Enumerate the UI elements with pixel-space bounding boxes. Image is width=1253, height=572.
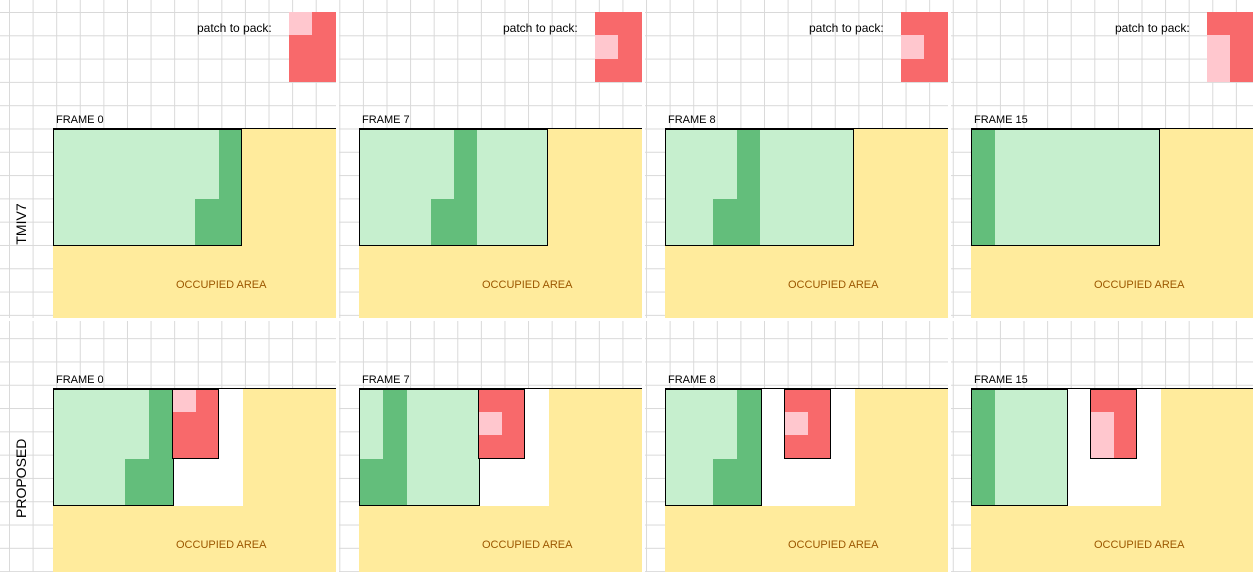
packed-patch-pink xyxy=(1091,412,1114,458)
frame-top-border xyxy=(971,128,1253,129)
frame-label-proposed: FRAME 8 xyxy=(668,374,716,386)
panel-frame-8: patch to pack: FRAME 8 OCCUPIED AREA FRA… xyxy=(643,0,949,572)
patch-to-pack-pink xyxy=(595,35,618,59)
frame-label-tmiv7: FRAME 15 xyxy=(974,114,1028,126)
frame-top-border xyxy=(359,388,643,389)
patch-dark-green-step xyxy=(125,459,149,505)
frame-top-border xyxy=(53,128,337,129)
occupied-area-label: OCCUPIED AREA xyxy=(176,279,267,291)
row-separator xyxy=(0,318,1253,321)
patch-to-pack-pink xyxy=(901,35,924,59)
patch-to-pack-label: patch to pack: xyxy=(503,21,578,35)
patch-to-pack-pink xyxy=(289,12,312,35)
occupied-area-label: OCCUPIED AREA xyxy=(1094,539,1185,551)
patch-to-pack-label: patch to pack: xyxy=(809,21,884,35)
patch-dark-green-step xyxy=(713,199,737,245)
packed-patch-pink xyxy=(785,412,808,435)
patch-dark-green-column xyxy=(219,130,241,245)
frame-top-border xyxy=(665,128,949,129)
occupied-area-label: OCCUPIED AREA xyxy=(1094,279,1185,291)
patch-to-pack-pink xyxy=(1207,35,1230,82)
row-label-tmiv7: TMIV7 xyxy=(13,203,29,245)
patch-to-pack-label: patch to pack: xyxy=(197,21,272,35)
patch-dark-green-step xyxy=(195,199,219,245)
frame-top-border xyxy=(53,388,337,389)
occupied-area-label: OCCUPIED AREA xyxy=(788,279,879,291)
frame-top-border xyxy=(665,388,949,389)
frame-label-proposed: FRAME 7 xyxy=(362,374,410,386)
row-label-proposed: PROPOSED xyxy=(13,438,29,518)
panel-separator xyxy=(948,0,951,572)
frame-top-border xyxy=(971,388,1253,389)
packed-patch-pink xyxy=(479,412,502,435)
patch-dark-green-column xyxy=(972,390,995,505)
occupied-area-label: OCCUPIED AREA xyxy=(482,539,573,551)
packed-region-tmiv7 xyxy=(971,129,1160,246)
occupied-area-label: OCCUPIED AREA xyxy=(482,279,573,291)
frame-label-tmiv7: FRAME 8 xyxy=(668,114,716,126)
occupied-area-label: OCCUPIED AREA xyxy=(788,539,879,551)
packed-patch-pink xyxy=(173,390,196,412)
frame-label-proposed: FRAME 15 xyxy=(974,374,1028,386)
panel-frame-15: patch to pack: FRAME 15 OCCUPIED AREA FR… xyxy=(949,0,1253,572)
frame-label-tmiv7: FRAME 0 xyxy=(56,114,104,126)
patch-dark-green-step xyxy=(713,459,737,505)
frame-top-border xyxy=(359,128,643,129)
occupied-area-label: OCCUPIED AREA xyxy=(176,539,267,551)
patch-dark-green-column xyxy=(149,390,173,505)
patch-dark-green-column xyxy=(454,130,477,245)
patch-dark-green-column xyxy=(737,390,761,505)
patch-dark-green-step xyxy=(431,199,454,245)
patch-dark-green-column xyxy=(972,130,995,245)
panel-frame-7: patch to pack: FRAME 7 OCCUPIED AREA FRA… xyxy=(337,0,643,572)
patch-dark-green-column xyxy=(383,390,407,505)
panel-separator xyxy=(642,0,645,572)
panel-separator xyxy=(336,0,339,572)
frame-label-tmiv7: FRAME 7 xyxy=(362,114,410,126)
patch-dark-green-column xyxy=(737,130,760,245)
frame-label-proposed: FRAME 0 xyxy=(56,374,104,386)
patch-dark-green-step xyxy=(360,459,383,505)
panel-frame-0: patch to pack: FRAME 0 OCCUPIED AREA FRA… xyxy=(31,0,337,572)
patch-to-pack-label: patch to pack: xyxy=(1115,21,1190,35)
